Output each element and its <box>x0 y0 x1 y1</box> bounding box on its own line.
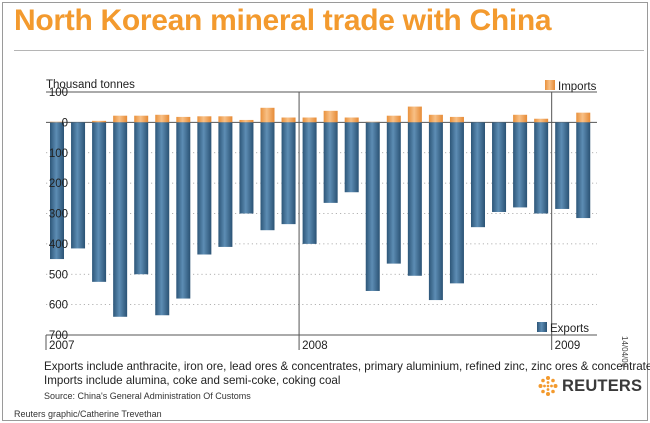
exports-bar <box>471 122 485 228</box>
year-label: 2008 <box>302 340 328 352</box>
imports-bar <box>513 114 528 123</box>
logo-dot <box>543 384 546 388</box>
exports-bar <box>407 122 422 276</box>
logo-dot <box>551 389 555 394</box>
logo-dot <box>546 392 550 396</box>
date-stamp: 14/04/09 <box>620 336 629 368</box>
exports-bar <box>281 122 296 225</box>
reuters-dots-icon <box>538 376 558 396</box>
logo-dot <box>550 384 553 388</box>
imports-bar <box>323 110 338 123</box>
legend-imports: Imports <box>545 80 597 93</box>
bars <box>50 106 591 317</box>
logo-dot <box>541 378 545 383</box>
imports-bar <box>576 112 591 123</box>
graphic-credit: Reuters graphic/Catherine Trevethan <box>14 409 162 419</box>
exports-bar <box>176 122 191 299</box>
chart-title: North Korean mineral trade with China <box>14 4 552 37</box>
logo-dot <box>546 376 550 380</box>
bar-chart: 100 0 100 200 300 400 500 600 700 2007 2008 2009 T… <box>45 79 597 352</box>
imports-bar <box>449 116 464 123</box>
exports-bar <box>260 122 275 231</box>
y-tick-label: 300 <box>49 209 68 221</box>
exports-bar <box>155 122 170 316</box>
imports-bar <box>92 120 107 123</box>
imports-bar <box>239 119 254 123</box>
logo-dot <box>546 388 550 391</box>
imports-bar <box>218 116 233 123</box>
imports-note: Imports include alumina, coke and semi-c… <box>44 374 341 387</box>
imports-bar <box>155 114 170 123</box>
exports-bar <box>555 122 570 209</box>
imports-bar <box>50 121 64 123</box>
exports-bar <box>492 122 507 212</box>
logo-dot <box>538 384 543 388</box>
exports-bar <box>534 122 549 214</box>
exports-bar <box>197 122 212 255</box>
imports-bar <box>534 118 549 123</box>
exports-bar <box>71 122 86 249</box>
footnotes: Exports include anthracite, iron ore, le… <box>44 360 650 388</box>
year-label: 2009 <box>555 340 581 352</box>
y-tick-label: 400 <box>49 239 68 251</box>
legend-exports: Exports <box>537 322 589 335</box>
y-tick-label: 100 <box>49 148 68 160</box>
exports-bar <box>513 122 528 208</box>
imports-bar <box>386 115 401 123</box>
y-tick-label: 500 <box>49 269 68 281</box>
imports-bar <box>134 115 149 123</box>
imports-bar <box>260 107 275 123</box>
y-tick-labels: 100 0 100 200 300 400 500 600 700 <box>49 87 68 342</box>
source-note: Source: China's General Administration O… <box>44 391 251 401</box>
imports-bar <box>302 117 317 123</box>
exports-bar <box>50 122 64 260</box>
exports-bar <box>323 122 338 203</box>
imports-bar <box>365 121 380 123</box>
logo-dot <box>546 381 550 384</box>
exports-bar <box>576 122 591 219</box>
logo-dot <box>546 384 550 388</box>
year-labels: 2007 2008 2009 <box>49 340 580 352</box>
exports-bar <box>428 122 443 301</box>
legend-exports-label: Exports <box>550 323 589 335</box>
legend-exports-swatch <box>537 322 547 332</box>
logo-dot <box>553 384 558 388</box>
y-axis-label: Thousand tonnes <box>46 79 135 91</box>
year-label: 2007 <box>49 340 75 352</box>
exports-bar <box>344 122 359 193</box>
y-tick-label: 600 <box>49 300 68 312</box>
imports-bar <box>113 115 128 123</box>
logo-dot <box>551 378 555 383</box>
exports-bar <box>113 122 128 317</box>
imports-bar <box>281 117 296 123</box>
y-tick-label: 0 <box>62 117 68 129</box>
y-tick-label: 700 <box>49 330 68 342</box>
imports-bar <box>428 114 443 123</box>
exports-note: Exports include anthracite, iron ore, le… <box>44 360 650 373</box>
exports-bar <box>92 122 107 282</box>
exports-bar <box>218 122 233 247</box>
imports-bar <box>407 106 422 123</box>
y-tick-label: 100 <box>49 87 68 99</box>
reuters-logo: REUTERS <box>538 376 642 396</box>
imports-bar <box>344 117 359 123</box>
legend-imports-swatch <box>545 80 555 90</box>
reuters-wordmark: REUTERS <box>562 376 643 395</box>
title-divider <box>14 50 644 51</box>
exports-bar <box>239 122 254 214</box>
exports-bar <box>365 122 380 291</box>
y-tick-label: 200 <box>49 178 68 190</box>
exports-bar <box>386 122 401 264</box>
imports-bar <box>176 116 191 123</box>
exports-bar <box>134 122 149 275</box>
logo-dot <box>541 389 545 394</box>
imports-bar <box>197 116 212 123</box>
exports-bar <box>449 122 464 284</box>
legend-imports-label: Imports <box>558 81 597 93</box>
exports-bar <box>302 122 317 244</box>
